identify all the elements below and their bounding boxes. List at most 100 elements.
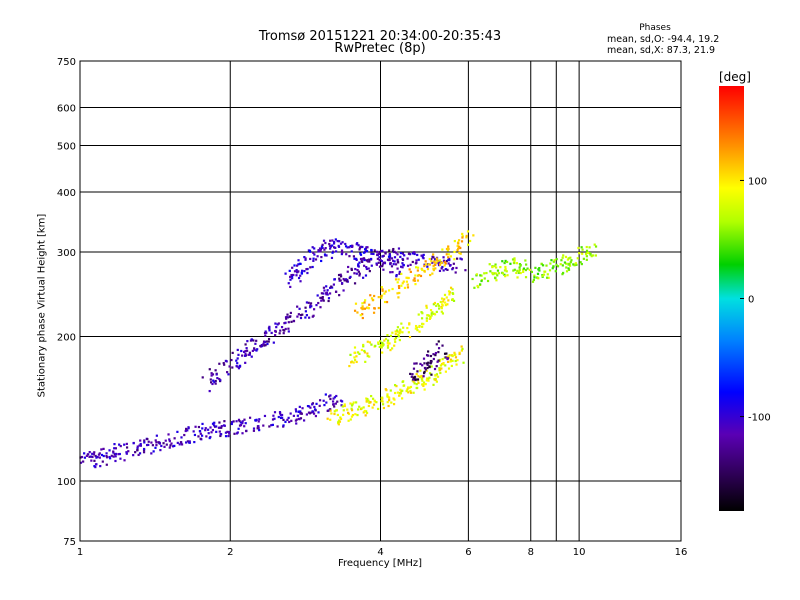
data-point	[518, 270, 521, 273]
data-point	[406, 286, 410, 289]
data-point	[423, 388, 426, 391]
data-point	[83, 456, 87, 459]
data-point	[353, 282, 357, 285]
data-point	[397, 284, 401, 288]
data-point	[227, 435, 230, 438]
data-point	[488, 263, 491, 266]
data-point	[477, 286, 480, 289]
data-point	[434, 374, 437, 377]
data-point	[408, 268, 411, 271]
data-point	[270, 424, 273, 427]
data-point	[231, 366, 234, 369]
data-point	[241, 432, 244, 435]
data-point	[344, 242, 347, 246]
data-point	[388, 249, 391, 252]
data-point	[114, 455, 117, 458]
data-point	[240, 349, 243, 353]
data-point	[378, 256, 381, 259]
data-point	[496, 269, 500, 272]
data-point	[329, 409, 332, 412]
data-point	[288, 420, 291, 424]
data-point	[218, 426, 221, 429]
data-point	[581, 252, 584, 255]
data-point	[312, 257, 315, 260]
data-point	[304, 258, 307, 261]
data-point	[350, 250, 353, 253]
data-point	[218, 362, 221, 365]
data-point	[295, 268, 298, 272]
data-point	[99, 465, 102, 468]
data-point	[566, 258, 570, 261]
data-point	[438, 359, 441, 363]
data-point	[320, 245, 324, 248]
data-point	[485, 271, 488, 275]
data-point	[402, 384, 406, 387]
data-point	[430, 312, 433, 315]
data-point	[353, 346, 357, 349]
data-point	[337, 423, 340, 426]
data-point	[401, 397, 404, 400]
data-point	[250, 338, 253, 341]
data-point	[411, 373, 414, 376]
data-point	[438, 263, 442, 266]
data-point	[105, 463, 108, 466]
y-tick-label: 200	[57, 333, 76, 344]
data-point	[568, 262, 571, 266]
data-point	[356, 242, 359, 245]
data-point	[363, 351, 367, 354]
chart-subtitle: RwPretec (8p)	[334, 41, 426, 56]
data-point	[444, 301, 447, 304]
data-point	[258, 429, 261, 432]
data-point	[93, 465, 96, 468]
data-point	[218, 430, 221, 433]
data-point	[429, 309, 433, 312]
data-point	[437, 340, 440, 343]
data-point	[257, 420, 260, 423]
data-point	[371, 406, 374, 409]
data-point	[366, 246, 369, 249]
data-point	[427, 263, 430, 266]
data-point	[380, 295, 383, 298]
data-point	[495, 279, 498, 282]
data-point	[429, 273, 432, 277]
data-point	[325, 291, 329, 294]
data-point	[386, 344, 390, 347]
data-point	[421, 325, 424, 328]
data-point	[339, 242, 343, 245]
data-point	[258, 418, 261, 421]
data-point	[401, 262, 404, 265]
data-point	[387, 404, 390, 408]
data-point	[380, 296, 383, 300]
data-point	[392, 403, 396, 406]
data-point	[289, 285, 292, 289]
data-point	[293, 270, 297, 273]
data-point	[252, 339, 255, 342]
data-point	[398, 338, 401, 342]
data-point	[461, 236, 464, 239]
data-point	[338, 419, 341, 422]
data-point	[371, 299, 374, 302]
data-point	[89, 455, 93, 458]
data-point	[413, 252, 416, 256]
grid-lines	[80, 61, 681, 541]
data-point	[590, 255, 593, 258]
data-point	[236, 348, 239, 352]
data-point	[301, 269, 304, 272]
data-point	[370, 252, 373, 255]
data-point	[496, 274, 499, 277]
data-point	[307, 301, 310, 304]
data-point	[235, 359, 238, 362]
data-point	[388, 256, 391, 260]
data-point	[402, 280, 405, 283]
data-point	[424, 260, 427, 263]
data-point	[424, 368, 427, 371]
data-point	[280, 325, 284, 329]
data-point	[358, 272, 361, 275]
data-point	[186, 440, 189, 443]
data-point	[215, 430, 218, 433]
data-point	[272, 414, 275, 417]
data-point	[349, 353, 352, 356]
data-point	[460, 345, 463, 348]
data-point	[437, 359, 440, 362]
data-points	[79, 230, 598, 469]
